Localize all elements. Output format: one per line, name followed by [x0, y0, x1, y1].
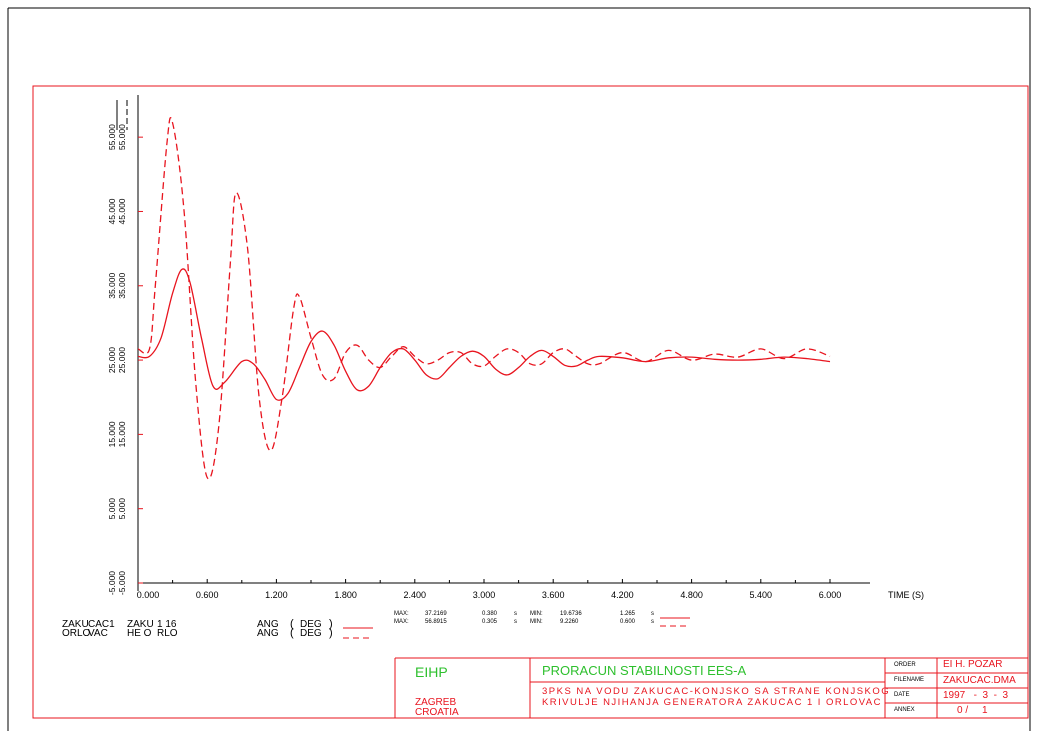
y-tick-label: 45.000 [117, 198, 127, 224]
legend-row1-name1: ZAKU [62, 619, 89, 630]
stats-row2-min: 9.2260 [560, 619, 579, 625]
stats-row2-max-label: MAX: [394, 619, 409, 625]
title-block [394, 657, 1028, 718]
legend-row1-name4: 1 16 [157, 619, 177, 630]
filename-label: FILENAME [894, 677, 925, 683]
date-value: 1997 - 3 - 3 [943, 690, 1009, 701]
org-city: ZAGREB [415, 697, 457, 708]
stats-row2-max-time: 0.305 [482, 619, 498, 625]
stats-row1-s2: s [651, 611, 654, 617]
legend-row1-name3: ZAKU [127, 619, 154, 630]
y-tick-label: 15.000 [117, 421, 127, 447]
series-line-dashed [137, 117, 831, 480]
legend-row1-unit-open: ( [290, 618, 294, 630]
y-tick-label: 55.000 [107, 124, 117, 150]
x-tick-label: 3.000 [473, 590, 496, 600]
x-tick-label: 1.200 [265, 590, 288, 600]
legend-row2-name1: ORLO [62, 628, 91, 639]
order-label: ORDER [894, 662, 916, 668]
org-name: EIHP [415, 664, 448, 680]
y-tick-label: 35.000 [107, 272, 117, 298]
legend-row1-var: ANG [257, 619, 279, 630]
y-tick-label: -5.000 [117, 571, 127, 595]
annex-value: 0 / 1 [957, 705, 988, 716]
date-label: DATE [894, 692, 910, 698]
legend-row2-unit-close: ) [329, 627, 333, 639]
y-tick-label: 35.000 [117, 272, 127, 298]
stats-row1-max-label: MAX: [394, 611, 409, 617]
legend-row2-unit: DEG [300, 628, 322, 639]
stats-row2-s1: s [514, 619, 517, 625]
org-country: CROATIA [415, 707, 459, 718]
legend-row2-name3: HE O [127, 628, 152, 639]
y-tick-label: 25.000 [107, 347, 117, 373]
annex-label: ANNEX [894, 707, 915, 713]
stats-row2-min-time: 0.600 [620, 619, 636, 625]
x-tick-label: 6.000 [819, 590, 842, 600]
chart-axes: 0.600 1.200 1.800 2.400 3.000 3.600 4.200 4.800… [107, 95, 924, 600]
stats-row1-min-label: MIN: [530, 611, 543, 617]
stats-row1-min-time: 1.265 [620, 611, 636, 617]
stats-row1-min: 19.6736 [560, 611, 582, 617]
legend-row2-var: ANG [257, 628, 279, 639]
x-tick-label: 3.600 [542, 590, 565, 600]
legend-row1-unit: DEG [300, 619, 322, 630]
x-tick-label: 2.400 [404, 590, 427, 600]
legend-row2-name4: RLO [157, 628, 178, 639]
stats-row1-max: 37.2169 [425, 611, 447, 617]
y-tick-label: -5.000 [107, 571, 117, 595]
y-tick-label: 5.000 [117, 498, 127, 520]
series-line-solid [137, 268, 831, 401]
stats-row2-max: 56.8915 [425, 619, 447, 625]
drawing-desc-line1: 3PKS NA VODU ZAKUCAC-KONJSKO SA STRANE K… [542, 686, 891, 697]
stats-row2-min-label: MIN: [530, 619, 543, 625]
order-value: EI H. POZAR [943, 659, 1003, 670]
x-tick-label: 5.400 [750, 590, 773, 600]
legend-row1-name2: CAC1 [88, 619, 115, 630]
legend-row1-unit-close: ) [329, 618, 333, 630]
legend-row2-unit-open: ( [290, 627, 294, 639]
stats-row1-max-time: 0.380 [482, 611, 498, 617]
drawing-title: PRORACUN STABILNOSTI EES-A [542, 663, 747, 678]
stats-row2-s2: s [651, 619, 654, 625]
x-tick-label: 1.800 [334, 590, 357, 600]
stats-row1-s1: s [514, 611, 517, 617]
x-tick-label: 4.800 [680, 590, 703, 600]
y-tick-label: 45.000 [107, 198, 117, 224]
plot-lines [137, 117, 831, 480]
x-tick-label: 0.600 [196, 590, 219, 600]
x-tick-label: 0.000 [137, 590, 160, 600]
drawing-desc-line2: KRIVULJE NJIHANJA GENERATORA ZAKUCAC 1 I… [542, 697, 882, 708]
x-axis-label: TIME (S) [888, 590, 924, 600]
y-tick-label: 5.000 [107, 498, 117, 520]
filename-value: ZAKUCAC.DMA [943, 675, 1016, 686]
y-tick-label: 55.000 [117, 124, 127, 150]
legend-row2-name2: VAC [88, 628, 108, 639]
y-tick-label: 15.000 [107, 421, 117, 447]
y-tick-label: 25.000 [117, 347, 127, 373]
x-tick-label: 4.200 [611, 590, 634, 600]
